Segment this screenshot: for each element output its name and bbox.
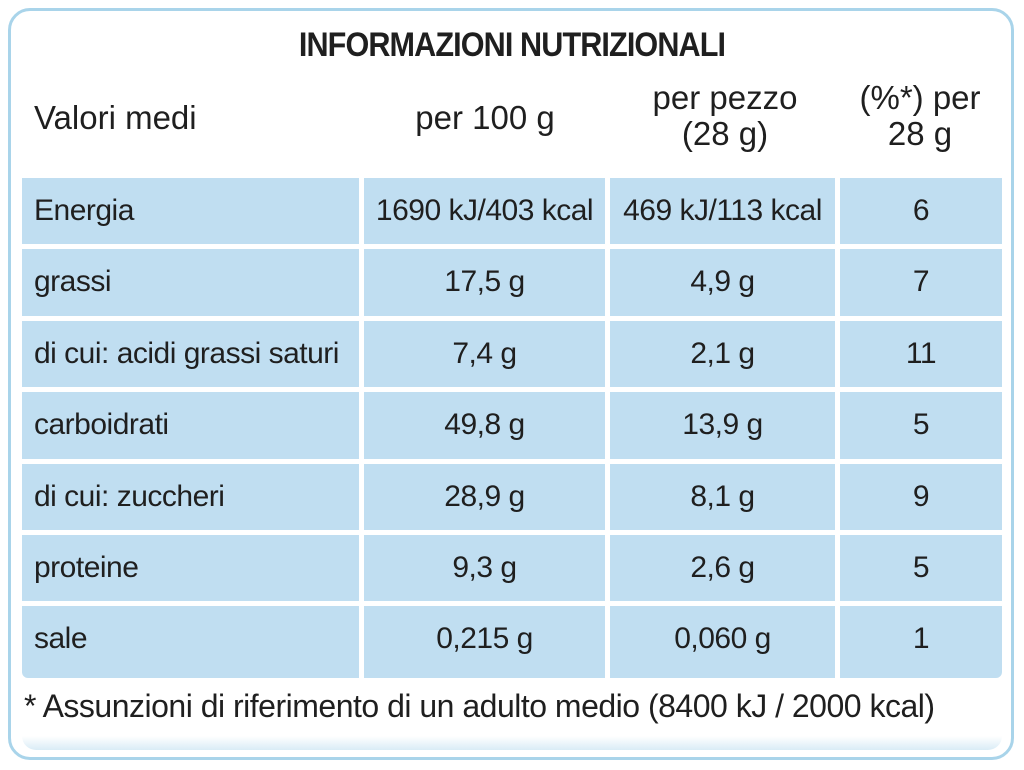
cell-per100: 0,215 g	[364, 606, 605, 672]
cell-perPiece: 2,1 g	[610, 321, 835, 387]
cell-per100: 28,9 g	[364, 464, 605, 530]
cell-label: grassi	[22, 249, 359, 315]
cell-percent: 9	[840, 464, 1002, 530]
cell-perPiece: 0,060 g	[610, 606, 835, 672]
row-divider	[22, 601, 1002, 606]
header-per-piece: per pezzo (28 g)	[605, 80, 845, 152]
cell-percent: 5	[840, 535, 1002, 601]
cell-label: proteine	[22, 535, 359, 601]
cell-percent: 6	[840, 178, 1002, 244]
cell-per100: 9,3 g	[364, 535, 605, 601]
cell-percent: 11	[840, 321, 1002, 387]
cell-perPiece: 2,6 g	[610, 535, 835, 601]
header-percent-line1: (%*) per	[859, 79, 981, 116]
cell-perPiece: 8,1 g	[610, 464, 835, 530]
cell-perPiece: 469 kJ/113 kcal	[610, 178, 835, 244]
label-title: INFORMAZIONI NUTRIZIONALI	[298, 26, 726, 64]
cell-perPiece: 4,9 g	[610, 249, 835, 315]
row-divider	[22, 244, 1002, 249]
header-per-piece-line2: (28 g)	[681, 115, 769, 152]
footnote: * Assunzioni di riferimento di un adulto…	[24, 688, 935, 724]
cell-label: carboidrati	[22, 392, 359, 458]
bottom-border-shade	[22, 736, 1002, 750]
cell-label: sale	[22, 606, 359, 672]
cell-percent: 5	[840, 392, 1002, 458]
cell-percent: 7	[840, 249, 1002, 315]
header-label-column: Valori medi	[34, 99, 197, 136]
row-divider	[22, 459, 1002, 464]
column-divider	[359, 178, 364, 678]
cell-per100: 1690 kJ/403 kcal	[364, 178, 605, 244]
cell-per100: 49,8 g	[364, 392, 605, 458]
cell-label: di cui: acidi grassi saturi	[22, 321, 359, 387]
header-percent-ri: (%*) per 28 g	[840, 80, 1000, 152]
column-divider	[605, 178, 610, 678]
cell-per100: 17,5 g	[364, 249, 605, 315]
cell-percent: 1	[840, 606, 1002, 672]
header-per-100g: per 100 g	[415, 99, 555, 136]
cell-label: di cui: zuccheri	[22, 464, 359, 530]
row-divider	[22, 316, 1002, 321]
column-divider	[835, 178, 840, 678]
cell-per100: 7,4 g	[364, 321, 605, 387]
cell-perPiece: 13,9 g	[610, 392, 835, 458]
cell-label: Energia	[22, 178, 359, 244]
header-percent-line2: 28 g	[887, 115, 953, 152]
row-divider	[22, 387, 1002, 392]
header-per-piece-line1: per pezzo	[652, 79, 798, 116]
row-divider	[22, 530, 1002, 535]
